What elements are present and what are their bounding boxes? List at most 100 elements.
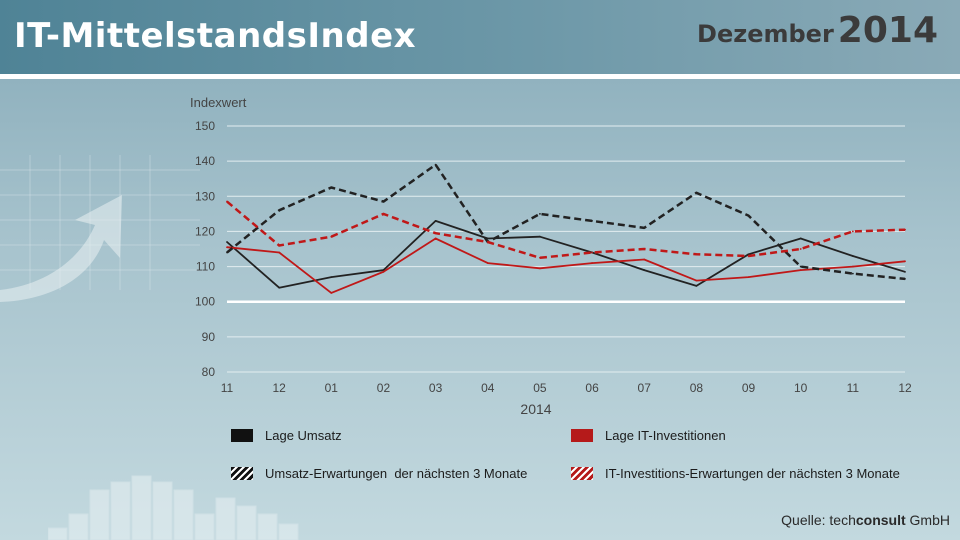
data-point [382, 212, 385, 215]
data-point [226, 200, 228, 203]
data-point [486, 237, 489, 240]
y-tick-label: 150 [195, 119, 215, 133]
data-point [851, 230, 854, 233]
data-point [330, 186, 333, 189]
data-point [904, 270, 906, 273]
y-tick-label: 80 [202, 365, 216, 379]
source-prefix: Quelle: [781, 512, 826, 528]
series-line-3 [226, 163, 906, 281]
data-point [591, 262, 593, 264]
x-tick-label: 10 [794, 381, 808, 395]
decorative-bars [48, 475, 299, 540]
data-point [747, 214, 750, 217]
x-tick-label: 12 [898, 381, 912, 395]
data-point [643, 227, 646, 229]
x-tick-label: 03 [429, 381, 443, 395]
header-divider [0, 74, 960, 79]
data-point [695, 191, 698, 194]
source-brand: techconsult [829, 512, 905, 528]
data-point [226, 251, 228, 254]
data-point [539, 235, 541, 238]
source-brand-bold: consult [855, 512, 906, 528]
decorative-grid-arrow [0, 155, 200, 302]
legend-swatch-hatched-black [231, 467, 253, 480]
x-tick-label: 05 [533, 381, 547, 395]
source-note: Quelle: techconsult GmbH [781, 512, 950, 528]
data-point [643, 269, 646, 271]
data-point [695, 285, 698, 287]
data-point [382, 270, 385, 273]
source-brand-light: tech [829, 512, 856, 528]
x-tick-label: 07 [638, 381, 652, 395]
data-point [278, 286, 281, 289]
report-date: Dezember 2014 [697, 10, 938, 51]
data-point [904, 277, 906, 280]
data-point [643, 248, 646, 250]
x-tick-label: 11 [221, 381, 234, 395]
x-tick-label: 11 [847, 381, 860, 395]
y-tick-label: 130 [195, 189, 215, 203]
y-tick-label: 100 [195, 295, 215, 309]
data-point [851, 272, 854, 275]
data-point [904, 228, 906, 231]
legend-label: Lage Umsatz [265, 428, 342, 443]
data-point [434, 237, 437, 240]
data-point [747, 276, 750, 279]
data-point [330, 235, 333, 238]
grid-lines [227, 125, 905, 373]
data-point [539, 267, 541, 270]
data-point [278, 209, 281, 212]
data-point [851, 265, 854, 268]
legend-item-lage-it-investitionen: Lage IT-Investitionen [571, 428, 726, 443]
data-point [278, 244, 281, 247]
series-line-2 [226, 237, 906, 294]
legend-item-lage-umsatz: Lage Umsatz [231, 428, 342, 443]
data-point [486, 262, 489, 264]
data-point [226, 246, 228, 249]
data-point [643, 258, 646, 261]
legend-label: IT-Investitions-Erwartungen der nächsten… [605, 466, 900, 481]
data-point [539, 212, 541, 215]
data-point [695, 279, 698, 282]
report-year: 2014 [837, 10, 938, 51]
data-point [434, 219, 437, 222]
legend-item-umsatz-erwartungen: Umsatz-Erwartungen der nächsten 3 Monate [231, 466, 527, 481]
data-point [799, 269, 802, 271]
series-line-4 [226, 200, 906, 260]
data-point [695, 253, 698, 256]
series-line-1 [226, 219, 906, 289]
page-title: IT-MittelstandsIndex [14, 16, 417, 56]
series-lines [226, 163, 906, 294]
y-tick-label: 120 [195, 224, 215, 238]
data-point [382, 200, 385, 203]
legend-label: Umsatz-Erwartungen der nächsten 3 Monate [265, 466, 528, 481]
y-tick-labels: 80 90 100 110 120 130 140 150 [195, 119, 215, 379]
y-tick-label: 140 [195, 154, 215, 168]
data-point [799, 265, 802, 268]
y-tick-label: 110 [196, 260, 215, 274]
data-point [226, 241, 228, 243]
x-tick-label: 06 [585, 381, 599, 395]
x-axis-label: 2014 [520, 401, 551, 417]
data-point [434, 163, 437, 166]
legend-swatch-red [571, 429, 593, 442]
x-tick-label: 04 [481, 381, 495, 395]
data-point [591, 219, 593, 222]
data-point [904, 260, 906, 263]
data-point [799, 237, 802, 240]
data-point [799, 248, 802, 250]
data-point [278, 251, 281, 254]
data-point [486, 241, 489, 243]
y-axis-label: Indexwert [190, 95, 247, 110]
data-point [434, 232, 437, 235]
data-point [851, 255, 854, 257]
legend-swatch-hatched-red [571, 467, 593, 480]
data-point [591, 251, 593, 254]
x-tick-labels: 11 12 01 02 03 04 05 06 07 08 09 10 11 12 [221, 381, 912, 395]
data-point [747, 255, 750, 257]
x-tick-label: 02 [377, 381, 391, 395]
data-point [330, 276, 333, 279]
report-month: Dezember [697, 20, 834, 48]
header-bar [0, 0, 960, 74]
